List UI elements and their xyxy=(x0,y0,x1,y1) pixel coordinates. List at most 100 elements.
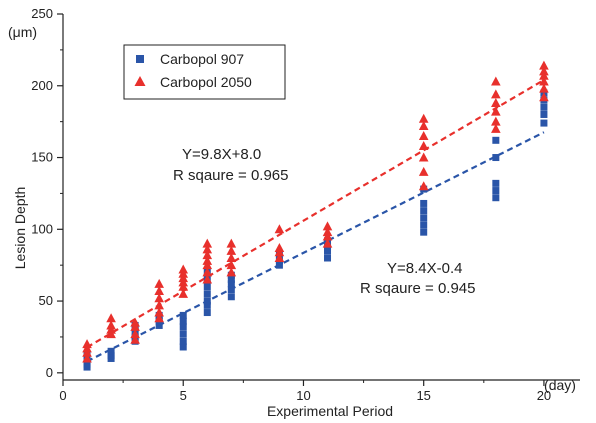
point-carbopol-907 xyxy=(420,221,428,229)
y-tick-label: 100 xyxy=(31,221,53,236)
point-carbopol-907 xyxy=(179,323,187,331)
point-carbopol-907 xyxy=(203,290,211,298)
point-carbopol-2050 xyxy=(418,141,429,151)
fit-r2-carbopol-2050: R sqaure = 0.965 xyxy=(173,167,289,184)
fit-equation-carbopol-2050: Y=9.8X+8.0 xyxy=(182,146,261,163)
y-tick-label: 250 xyxy=(31,6,53,21)
point-carbopol-2050 xyxy=(539,60,549,70)
point-carbopol-2050 xyxy=(491,106,501,116)
point-carbopol-907 xyxy=(420,207,428,215)
point-carbopol-907 xyxy=(324,254,332,262)
point-carbopol-907 xyxy=(492,194,500,202)
fit-r2-carbopol-907: R sqaure = 0.945 xyxy=(360,280,476,297)
legend-marker-square xyxy=(136,55,144,63)
point-carbopol-907 xyxy=(275,261,283,269)
point-carbopol-2050 xyxy=(130,334,140,344)
point-carbopol-907 xyxy=(179,337,187,345)
point-carbopol-2050 xyxy=(202,255,213,265)
point-carbopol-2050 xyxy=(539,76,549,86)
fit-equation-carbopol-907: Y=8.4X-0.4 xyxy=(387,260,462,277)
point-carbopol-2050 xyxy=(82,353,92,363)
y-tick-label: 0 xyxy=(46,365,53,380)
point-carbopol-907 xyxy=(203,309,211,317)
point-carbopol-2050 xyxy=(418,152,429,162)
legend-frame xyxy=(123,44,286,100)
point-carbopol-907 xyxy=(107,347,115,355)
point-carbopol-907 xyxy=(540,110,548,118)
point-carbopol-2050 xyxy=(274,224,285,234)
point-carbopol-2050 xyxy=(274,242,285,252)
point-carbopol-2050 xyxy=(154,293,164,303)
fit-line-carbopol-2050 xyxy=(86,79,545,349)
x-tick-label: 10 xyxy=(296,388,310,403)
point-carbopol-2050 xyxy=(226,238,237,248)
point-carbopol-2050 xyxy=(106,320,116,330)
point-carbopol-907 xyxy=(324,247,332,255)
point-carbopol-907 xyxy=(203,297,211,305)
point-carbopol-907 xyxy=(227,276,235,284)
point-carbopol-907 xyxy=(420,228,428,236)
y-tick-label: 50 xyxy=(39,293,53,308)
point-carbopol-2050 xyxy=(130,317,140,327)
point-carbopol-2050 xyxy=(491,123,501,133)
point-carbopol-2050 xyxy=(418,181,429,191)
point-carbopol-2050 xyxy=(202,250,213,260)
point-carbopol-907 xyxy=(420,199,428,207)
point-carbopol-2050 xyxy=(154,278,164,288)
point-carbopol-2050 xyxy=(226,267,237,277)
point-carbopol-907 xyxy=(155,321,163,329)
y-axis-title: Lesion Depth xyxy=(12,187,28,270)
point-carbopol-2050 xyxy=(418,113,429,123)
point-carbopol-907 xyxy=(540,119,548,127)
point-carbopol-907 xyxy=(227,293,235,301)
point-carbopol-2050 xyxy=(418,131,429,140)
point-carbopol-907 xyxy=(83,360,91,368)
point-carbopol-2050 xyxy=(491,76,501,86)
x-axis-title: Experimental Period xyxy=(267,403,393,419)
y-axis-unit: (μm) xyxy=(8,24,37,40)
point-carbopol-907 xyxy=(492,154,500,162)
point-carbopol-2050 xyxy=(82,339,92,349)
x-tick-label: 5 xyxy=(180,388,187,403)
point-carbopol-2050 xyxy=(202,267,213,277)
point-carbopol-2050 xyxy=(322,227,333,237)
legend-marker-triangle xyxy=(134,76,146,86)
point-carbopol-907 xyxy=(203,301,211,309)
point-carbopol-2050 xyxy=(418,120,429,130)
y-tick-label: 200 xyxy=(31,78,53,93)
legend-label-carbopol-2050: Carbopol 2050 xyxy=(160,74,252,90)
x-tick-label: 15 xyxy=(416,388,430,403)
point-carbopol-2050 xyxy=(226,260,237,270)
x-tick-label: 20 xyxy=(537,388,551,403)
point-carbopol-2050 xyxy=(154,286,164,296)
point-carbopol-2050 xyxy=(539,66,549,76)
x-axis-unit: (day) xyxy=(544,377,576,393)
point-carbopol-2050 xyxy=(178,288,189,298)
point-carbopol-2050 xyxy=(106,313,116,323)
point-carbopol-907 xyxy=(179,330,187,338)
point-carbopol-2050 xyxy=(539,92,549,102)
point-carbopol-2050 xyxy=(226,245,237,255)
x-tick-label: 0 xyxy=(59,388,66,403)
point-carbopol-2050 xyxy=(491,116,501,126)
point-carbopol-907 xyxy=(227,280,235,288)
point-carbopol-907 xyxy=(540,103,548,111)
point-carbopol-907 xyxy=(492,136,500,144)
point-carbopol-2050 xyxy=(418,166,429,176)
point-carbopol-907 xyxy=(179,317,187,325)
point-carbopol-907 xyxy=(420,214,428,222)
point-carbopol-2050 xyxy=(154,307,164,317)
legend-label-carbopol-907: Carbopol 907 xyxy=(160,51,244,67)
point-carbopol-2050 xyxy=(322,221,333,231)
point-carbopol-907 xyxy=(107,352,115,360)
point-carbopol-907 xyxy=(492,179,500,187)
point-carbopol-2050 xyxy=(491,97,501,107)
point-carbopol-2050 xyxy=(154,300,164,310)
fit-line-carbopol-907 xyxy=(86,131,545,363)
point-carbopol-2050 xyxy=(202,244,213,254)
point-carbopol-907 xyxy=(179,311,187,319)
axes: 0 50 100 150 200 250 0 5 10 15 20 xyxy=(31,6,580,403)
point-carbopol-2050 xyxy=(274,253,285,262)
point-carbopol-2050 xyxy=(226,253,237,262)
